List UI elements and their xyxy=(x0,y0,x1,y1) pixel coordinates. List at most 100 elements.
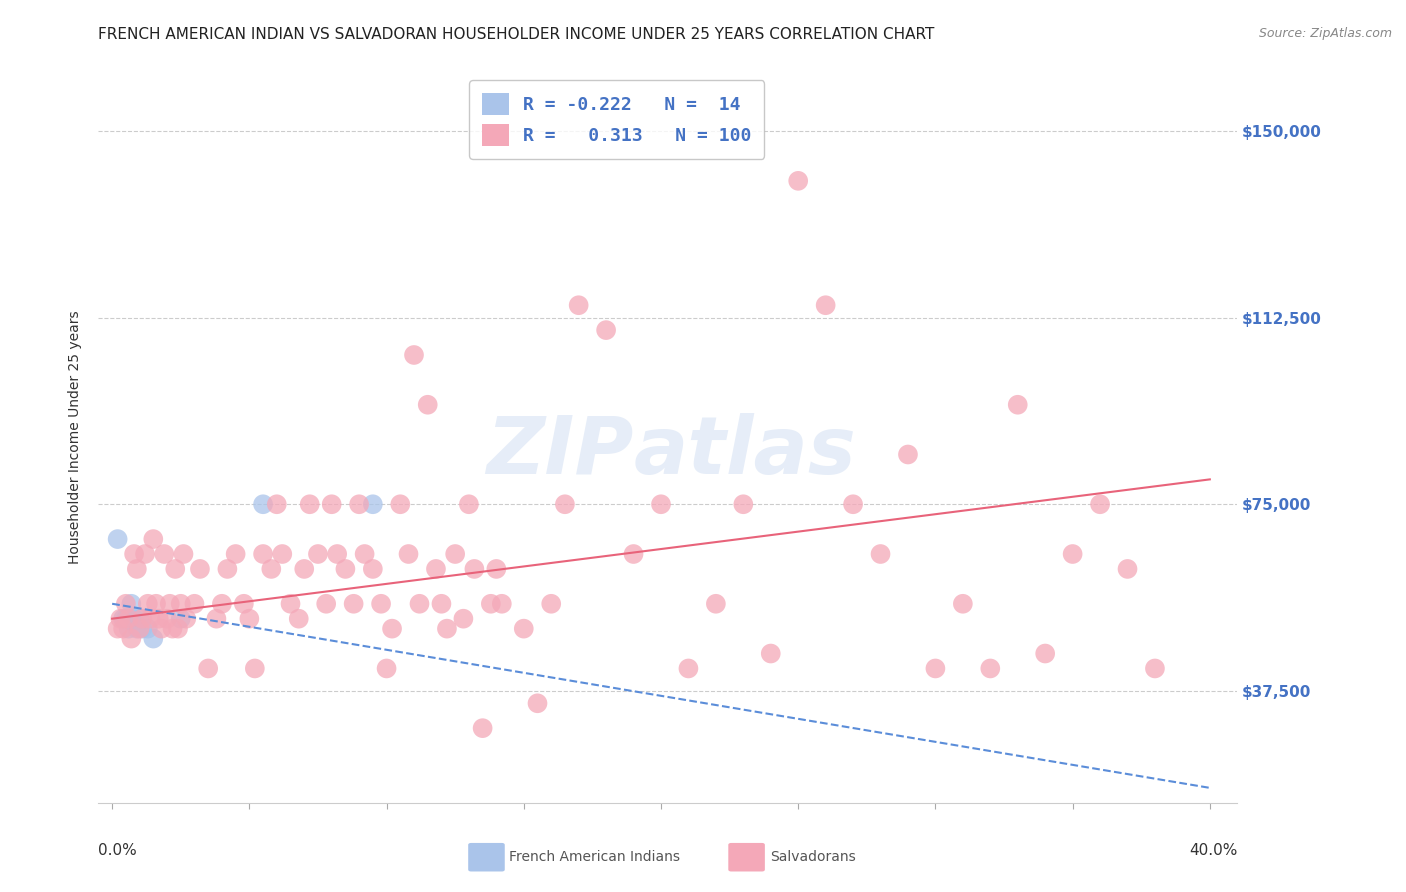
Point xyxy=(128,612,150,626)
Point xyxy=(136,597,159,611)
Point xyxy=(112,612,135,626)
Point xyxy=(125,562,148,576)
Point xyxy=(623,547,645,561)
Point xyxy=(704,597,727,611)
Point xyxy=(678,661,700,675)
Point xyxy=(814,298,837,312)
Point xyxy=(115,612,138,626)
Point xyxy=(453,612,475,626)
Text: 0.0%: 0.0% xyxy=(98,843,138,858)
Point xyxy=(375,661,398,675)
Point xyxy=(361,562,384,576)
Point xyxy=(370,597,392,611)
Point xyxy=(131,612,153,626)
Point xyxy=(402,348,425,362)
Text: FRENCH AMERICAN INDIAN VS SALVADORAN HOUSEHOLDER INCOME UNDER 25 YEARS CORRELATI: FRENCH AMERICAN INDIAN VS SALVADORAN HOU… xyxy=(98,27,935,42)
Point xyxy=(347,497,370,511)
Point xyxy=(271,547,294,561)
Point xyxy=(205,612,228,626)
Point xyxy=(389,497,412,511)
Point xyxy=(513,622,536,636)
Point xyxy=(979,661,1001,675)
Point xyxy=(243,661,266,675)
Point xyxy=(1033,647,1056,661)
Text: French American Indians: French American Indians xyxy=(509,850,681,864)
Point xyxy=(125,622,148,636)
Point xyxy=(595,323,617,337)
Point xyxy=(526,696,548,710)
Point xyxy=(238,612,260,626)
Point xyxy=(139,612,162,626)
Point xyxy=(211,597,233,611)
Point xyxy=(471,721,494,735)
Legend: R = -0.222   N =  14, R =   0.313   N = 100: R = -0.222 N = 14, R = 0.313 N = 100 xyxy=(470,80,765,159)
Point xyxy=(153,547,176,561)
Point xyxy=(733,497,755,511)
Point xyxy=(479,597,502,611)
Point xyxy=(650,497,672,511)
Text: atlas: atlas xyxy=(634,413,856,491)
Point xyxy=(491,597,513,611)
Point xyxy=(148,612,170,626)
Point xyxy=(197,661,219,675)
Point xyxy=(298,497,321,511)
Point xyxy=(1062,547,1084,561)
Point xyxy=(430,597,453,611)
Point xyxy=(122,612,145,626)
Point xyxy=(107,622,129,636)
Point xyxy=(232,597,254,611)
Point xyxy=(150,622,173,636)
Point xyxy=(165,562,187,576)
Point xyxy=(425,562,447,576)
Point xyxy=(568,298,591,312)
Point xyxy=(1007,398,1029,412)
Point xyxy=(952,597,974,611)
Point xyxy=(252,547,274,561)
Point xyxy=(416,398,439,412)
Point xyxy=(173,547,195,561)
Point xyxy=(292,562,315,576)
Point xyxy=(343,597,366,611)
Point xyxy=(174,612,197,626)
Point xyxy=(134,547,156,561)
Point xyxy=(167,622,190,636)
Point xyxy=(444,547,467,561)
Point xyxy=(183,597,205,611)
Point xyxy=(315,597,337,611)
Point xyxy=(110,612,132,626)
Point xyxy=(117,612,139,626)
Text: Salvadorans: Salvadorans xyxy=(770,850,856,864)
Point xyxy=(115,597,138,611)
Point xyxy=(142,632,165,646)
Point xyxy=(485,562,508,576)
Point xyxy=(287,612,309,626)
Point xyxy=(170,612,193,626)
Point xyxy=(353,547,375,561)
Point xyxy=(280,597,302,611)
Point xyxy=(162,622,184,636)
Point xyxy=(842,497,865,511)
Text: Source: ZipAtlas.com: Source: ZipAtlas.com xyxy=(1258,27,1392,40)
Point xyxy=(260,562,283,576)
Point xyxy=(335,562,357,576)
Point xyxy=(252,497,274,511)
Point xyxy=(136,622,159,636)
Point xyxy=(128,622,150,636)
Point xyxy=(897,448,920,462)
Point xyxy=(131,622,153,636)
Point xyxy=(170,597,193,611)
Point xyxy=(107,532,129,546)
Point xyxy=(463,562,485,576)
Point xyxy=(326,547,349,561)
Point xyxy=(321,497,343,511)
Point xyxy=(156,612,179,626)
Point xyxy=(1143,661,1166,675)
Point xyxy=(381,622,404,636)
Point xyxy=(436,622,458,636)
Point xyxy=(122,547,145,561)
Point xyxy=(1116,562,1139,576)
Point xyxy=(759,647,782,661)
Point xyxy=(307,547,329,561)
Point xyxy=(924,661,946,675)
Point xyxy=(145,597,167,611)
